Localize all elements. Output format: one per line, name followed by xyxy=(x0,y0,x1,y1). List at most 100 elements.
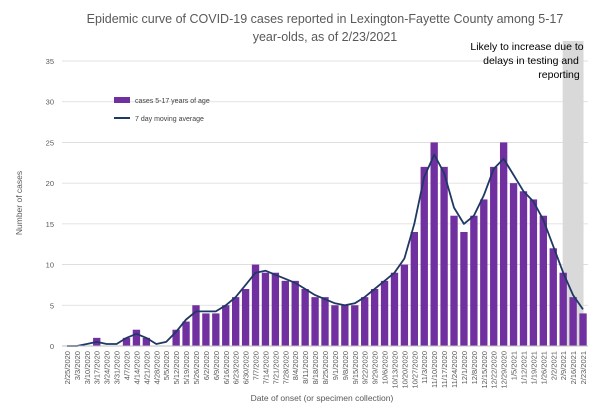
x-tick-label: 3/3/2020 xyxy=(73,351,82,380)
x-tick-label: 11/17/2020 xyxy=(440,351,449,388)
bar xyxy=(361,297,369,346)
bar xyxy=(331,305,339,346)
x-tick-label: 12/29/2020 xyxy=(500,351,509,389)
x-tick-label: 10/13/2020 xyxy=(390,351,399,389)
x-tick-label: 3/17/2020 xyxy=(93,351,102,384)
bar xyxy=(559,272,567,346)
bar xyxy=(370,289,379,346)
legend-label-average: 7 day moving average xyxy=(135,116,204,123)
x-tick-label: 12/15/2020 xyxy=(480,351,489,389)
bar xyxy=(410,232,418,346)
bar xyxy=(251,264,260,346)
x-tick-label: 1/26/2021 xyxy=(539,351,548,384)
x-tick-label: 9/15/2020 xyxy=(351,351,360,384)
x-tick-label: 7/7/2020 xyxy=(252,351,261,380)
bar xyxy=(351,305,359,346)
x-tick-label: 12/22/2020 xyxy=(490,351,499,389)
bar xyxy=(569,297,577,346)
x-tick-label: 10/6/2020 xyxy=(381,351,390,384)
x-tick-label: 3/31/2020 xyxy=(113,351,122,384)
x-tick-label: 1/5/2021 xyxy=(510,351,519,380)
bar xyxy=(142,337,151,346)
legend: cases 5-17 years of age 7 day moving ave… xyxy=(114,97,210,123)
x-tick-label: 6/30/2020 xyxy=(242,351,251,384)
bar xyxy=(420,166,428,346)
x-tick-label: 7/21/2020 xyxy=(271,351,280,384)
bar xyxy=(539,215,548,346)
y-tick-label: 20 xyxy=(46,179,54,188)
bar xyxy=(519,191,528,346)
bar xyxy=(529,199,538,346)
x-tick-label: 2/9/2021 xyxy=(559,351,568,380)
bar xyxy=(172,329,180,346)
bar xyxy=(241,289,250,346)
x-tick-label: 7/14/2020 xyxy=(261,351,270,384)
bar xyxy=(202,313,210,346)
y-tick-label: 35 xyxy=(46,57,54,66)
x-tick-label: 10/20/2020 xyxy=(400,351,409,389)
bar xyxy=(509,183,518,346)
x-tick-label: 2/16/2021 xyxy=(569,351,578,384)
y-tick-label: 10 xyxy=(46,261,54,270)
bar xyxy=(122,337,131,346)
moving-average-line xyxy=(67,153,584,347)
annotation: Likely to increase due to delays in test… xyxy=(470,41,583,81)
y-tick-label: 0 xyxy=(50,342,54,351)
x-tick-label: 1/19/2021 xyxy=(529,351,538,384)
x-tick-label: 5/26/2020 xyxy=(192,351,201,384)
reporting-delay-shade xyxy=(562,41,584,346)
bar xyxy=(222,305,230,346)
x-tick-label: 9/8/2020 xyxy=(341,351,350,380)
bar xyxy=(450,215,458,346)
x-tick-label: 2/25/2020 xyxy=(63,351,72,384)
x-tick-label: 2/2/2021 xyxy=(549,351,558,380)
bar xyxy=(480,199,488,346)
x-tick-label: 11/10/2020 xyxy=(430,351,439,388)
x-tick-label: 6/9/2020 xyxy=(212,351,221,380)
legend-label-cases: cases 5-17 years of age xyxy=(135,98,210,105)
x-tick-label: 3/24/2020 xyxy=(103,351,112,384)
bar xyxy=(192,305,200,346)
x-tick-label: 10/27/2020 xyxy=(410,351,419,389)
x-tick-label: 4/7/2020 xyxy=(123,351,132,380)
bar xyxy=(579,313,587,346)
bar xyxy=(470,215,478,346)
x-axis-title: Date of onset (or specimen collection) xyxy=(251,393,394,403)
bar xyxy=(460,232,468,346)
bar xyxy=(341,305,349,346)
x-tick-label: 2/23/2021 xyxy=(579,351,588,384)
bar xyxy=(549,248,557,346)
axis-layer: 0 5 10 15 20 25 30 35 2/25/2020 3/3/2020 3/10/2020… xyxy=(46,57,588,389)
y-tick-label: 30 xyxy=(46,98,54,107)
bar xyxy=(132,329,141,346)
x-tick-label: 11/3/2020 xyxy=(420,351,429,384)
x-tick-label: 4/28/2020 xyxy=(152,351,161,384)
x-tick-label: 4/21/2020 xyxy=(142,351,151,384)
bar xyxy=(281,280,289,346)
bar xyxy=(301,289,309,346)
x-tick-label: 7/28/2020 xyxy=(281,351,290,384)
shade-layer xyxy=(562,41,584,346)
chart-title-line-1: Epidemic curve of COVID-19 cases reporte… xyxy=(87,12,564,26)
x-tick-label: 8/11/2020 xyxy=(301,351,310,384)
chart-title-line-2: year-olds, as of 2/23/2021 xyxy=(253,30,398,44)
y-tick-label: 5 xyxy=(50,301,54,310)
x-tick-label: 11/24/2020 xyxy=(450,351,459,388)
bar xyxy=(232,297,240,346)
x-tick-label: 3/10/2020 xyxy=(83,351,92,384)
x-tick-label: 5/19/2020 xyxy=(182,351,191,384)
bar xyxy=(311,297,319,346)
x-tick-label: 8/4/2020 xyxy=(291,351,300,380)
x-tick-label: 8/18/2020 xyxy=(311,351,320,384)
bar xyxy=(212,313,220,346)
bar xyxy=(321,297,329,346)
bar xyxy=(499,142,508,346)
legend-swatch-cases xyxy=(114,97,130,103)
bar xyxy=(271,272,280,346)
bar xyxy=(380,280,389,346)
bar xyxy=(182,321,190,346)
grid-layer xyxy=(62,60,588,306)
annotation-line-2: delays in testing and xyxy=(483,55,579,67)
